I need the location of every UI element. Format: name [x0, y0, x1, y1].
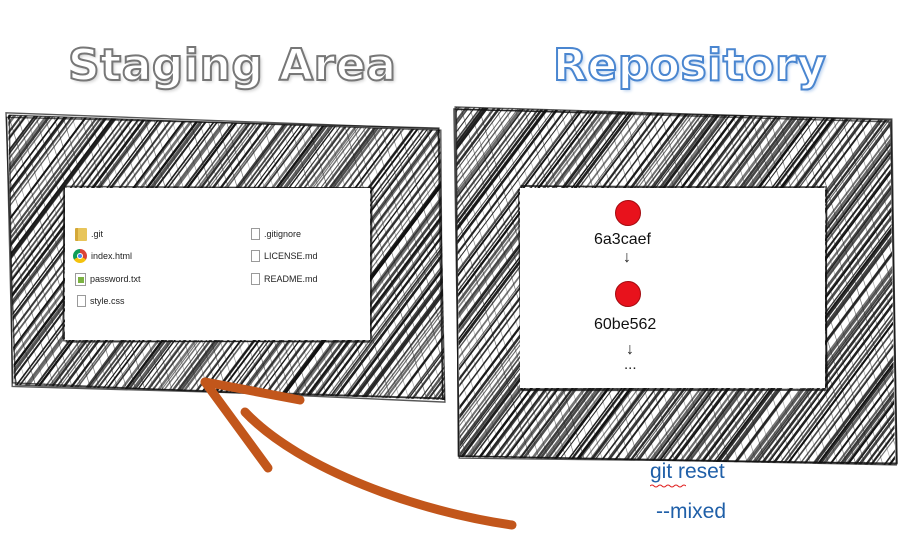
file-name: .gitignore — [264, 229, 302, 239]
commit-hash: 60be562 — [594, 316, 657, 333]
document-icon — [77, 295, 86, 307]
command-text-line1: git reset — [650, 460, 725, 483]
repository-title: Repository — [552, 39, 827, 92]
chrome-icon — [73, 249, 87, 263]
file-item[interactable]: password.txt — [75, 271, 141, 287]
file-name: README.md — [264, 274, 318, 284]
file-name: .git — [91, 229, 104, 239]
file-name: index.html — [91, 251, 133, 261]
document-icon — [251, 250, 260, 262]
file-item[interactable]: LICENSE.md — [251, 248, 318, 264]
spellcheck-underline — [650, 484, 686, 488]
document-icon — [251, 228, 260, 240]
file-name: LICENSE.md — [264, 251, 318, 261]
more-commits-ellipsis: ... — [624, 356, 637, 373]
command-text-line2: --mixed — [656, 500, 727, 523]
folder-icon — [75, 227, 87, 241]
staging-area-title: Staging Area — [67, 39, 397, 92]
file-item[interactable]: README.md — [251, 271, 318, 287]
staging-file-list: .git index.html password.txt style.css .… — [65, 188, 370, 340]
commit-hash: 6a3caef — [594, 231, 651, 248]
file-item[interactable]: index.html — [73, 248, 132, 264]
file-item[interactable]: style.css — [77, 293, 125, 309]
file-item[interactable]: .git — [75, 226, 103, 242]
commit-dot[interactable] — [615, 200, 641, 226]
file-item[interactable]: .gitignore — [251, 226, 301, 242]
down-arrow-icon: ↓ — [623, 249, 631, 266]
commit-dot[interactable] — [615, 281, 641, 307]
repository-commit-list: 6a3caef ↓ 60be562 ↓ ... — [520, 188, 825, 388]
document-icon — [251, 273, 260, 285]
text-file-icon — [75, 272, 86, 286]
down-arrow-icon: ↓ — [626, 341, 634, 358]
file-name: password.txt — [90, 274, 141, 284]
file-name: style.css — [90, 296, 125, 306]
